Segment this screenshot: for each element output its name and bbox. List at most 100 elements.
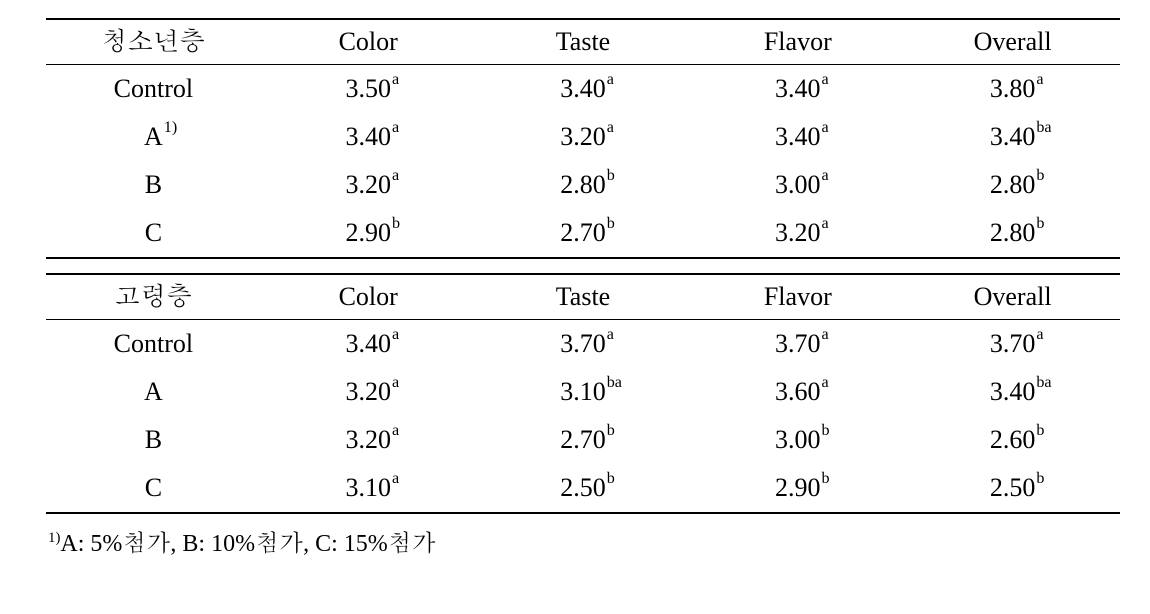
row-label-cell: B [46,416,261,464]
row-label-cell: A1) [46,113,261,161]
cell-superscript: b [607,168,615,184]
cell-value: 2.80 [990,170,1036,199]
data-cell: 3.40a [690,113,905,161]
data-cell: 3.70a [690,320,905,369]
row-label: B [145,425,162,454]
footnote-text: A: 5%첨가, B: 10%첨가, C: 15%첨가 [60,531,435,557]
data-cell: 3.20a [690,209,905,258]
cell-superscript: a [607,72,614,88]
table-row: C2.90b2.70b3.20a2.80b [46,209,1120,258]
cell-value: 2.70 [560,218,606,247]
cell-value: 3.20 [345,170,391,199]
cell-superscript: a [607,120,614,136]
cell-value: 2.50 [560,473,606,502]
cell-value: 3.10 [345,473,391,502]
data-cell: 2.80b [905,209,1120,258]
data-cell: 3.40ba [905,368,1120,416]
cell-superscript: a [392,423,399,439]
header-label: Flavor [764,284,832,310]
row-label-cell: Control [46,65,261,114]
cell-value: 2.70 [560,425,606,454]
column-header: Flavor [690,19,905,65]
cell-value: 3.70 [775,329,821,358]
cell-value: 3.60 [775,377,821,406]
header-label: Color [339,284,398,310]
cell-value: 3.20 [775,218,821,247]
cell-superscript: a [1036,327,1043,343]
row-label: C [145,218,162,247]
data-cell: 3.70a [905,320,1120,369]
cell-value: 3.70 [560,329,606,358]
header-label: Overall [974,29,1052,55]
row-label-cell: C [46,209,261,258]
cell-superscript: ba [1036,120,1051,136]
column-header: Color [261,274,476,320]
cell-superscript: b [607,216,615,232]
sensory-tables: 청소년층ColorTasteFlavorOverallControl3.50a3… [46,18,1120,514]
data-cell: 3.50a [261,65,476,114]
cell-superscript: b [1036,168,1044,184]
cell-value: 3.40 [775,122,821,151]
cell-value: 3.20 [560,122,606,151]
table-row: A3.20a3.10ba3.60a3.40ba [46,368,1120,416]
cell-value: 2.60 [990,425,1036,454]
cell-value: 2.90 [345,218,391,247]
cell-superscript: b [822,423,830,439]
cell-superscript: a [1036,72,1043,88]
cell-value: 3.80 [990,74,1036,103]
table-row: Control3.40a3.70a3.70a3.70a [46,320,1120,369]
cell-superscript: a [822,375,829,391]
cell-value: 3.40 [560,74,606,103]
data-cell: 3.10ba [476,368,691,416]
data-cell: 2.50b [476,464,691,513]
row-label-cell: A [46,368,261,416]
cell-superscript: b [392,216,400,232]
data-cell: 2.70b [476,209,691,258]
header-label: Taste [556,284,611,310]
row-label-sup: 1) [164,120,177,136]
data-cell: 3.60a [690,368,905,416]
row-label-cell: C [46,464,261,513]
data-cell: 3.00b [690,416,905,464]
cell-superscript: ba [1036,375,1051,391]
table-row: C3.10a2.50b2.90b2.50b [46,464,1120,513]
row-label: Control [114,329,193,358]
column-header: Taste [476,19,691,65]
data-cell: 2.50b [905,464,1120,513]
table-row: A1)3.40a3.20a3.40a3.40ba [46,113,1120,161]
cell-value: 2.90 [775,473,821,502]
data-cell: 2.80b [905,161,1120,209]
cell-value: 2.80 [990,218,1036,247]
cell-superscript: b [1036,216,1044,232]
table-row: Control3.50a3.40a3.40a3.80a [46,65,1120,114]
row-label: A [144,377,163,406]
data-cell: 2.90b [261,209,476,258]
cell-superscript: a [822,216,829,232]
cell-value: 3.50 [345,74,391,103]
cell-value: 3.40 [775,74,821,103]
data-cell: 3.40ba [905,113,1120,161]
column-header: Color [261,19,476,65]
cell-value: 3.70 [990,329,1036,358]
cell-superscript: b [1036,471,1044,487]
row-label: C [145,473,162,502]
cell-value: 3.00 [775,425,821,454]
cell-superscript: a [392,327,399,343]
data-cell: 2.90b [690,464,905,513]
cell-superscript: a [822,72,829,88]
column-header: Overall [905,274,1120,320]
cell-superscript: a [822,168,829,184]
data-cell: 2.70b [476,416,691,464]
cell-superscript: a [392,375,399,391]
cell-superscript: a [607,327,614,343]
cell-value: 3.20 [345,425,391,454]
data-cell: 2.60b [905,416,1120,464]
data-cell: 3.00a [690,161,905,209]
table-row: B3.20a2.70b3.00b2.60b [46,416,1120,464]
cell-superscript: a [822,327,829,343]
data-cell: 3.80a [905,65,1120,114]
data-cell: 3.40a [261,113,476,161]
cell-superscript: b [607,471,615,487]
row-label-cell: B [46,161,261,209]
row-label: B [145,170,162,199]
